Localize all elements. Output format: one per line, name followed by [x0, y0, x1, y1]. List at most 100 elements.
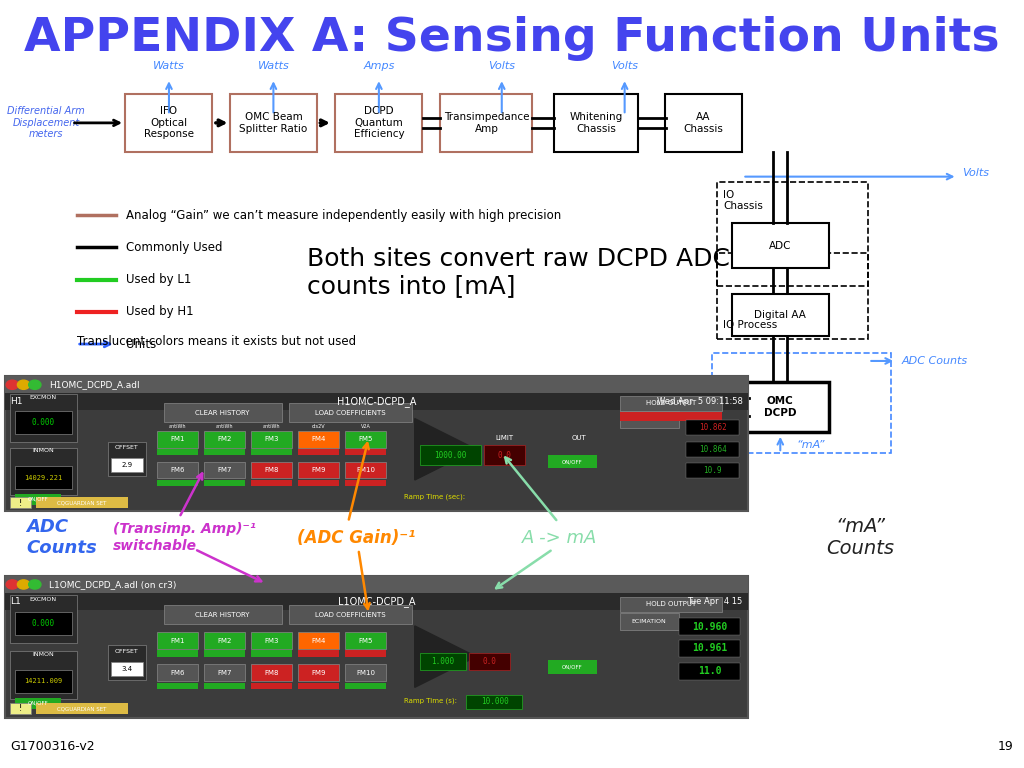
Text: 10.9: 10.9 [703, 466, 722, 475]
Bar [251, 683, 292, 689]
Text: ECIMATION: ECIMATION [632, 619, 667, 624]
Text: “mA”: “mA” [797, 440, 825, 451]
Circle shape [29, 380, 41, 389]
Text: V2A: V2A [360, 424, 371, 429]
Bar [345, 632, 386, 649]
Bar [15, 698, 61, 709]
Bar [666, 94, 741, 152]
Text: FM7: FM7 [217, 670, 231, 676]
Text: Volts: Volts [611, 61, 638, 71]
Text: Wed Apr  5 09:11:58: Wed Apr 5 09:11:58 [656, 397, 742, 406]
Bar [679, 618, 740, 635]
Text: H1OMC_DCPD_A.adl: H1OMC_DCPD_A.adl [49, 380, 140, 389]
Bar [679, 663, 740, 680]
Bar [157, 683, 198, 689]
Text: FM8: FM8 [264, 670, 279, 676]
Bar [420, 653, 466, 670]
Circle shape [29, 580, 41, 589]
Bar [204, 632, 245, 649]
Bar [111, 662, 143, 676]
Text: FM9: FM9 [311, 467, 326, 473]
Text: 14029.221: 14029.221 [24, 475, 62, 481]
Bar [298, 650, 339, 657]
Bar [298, 683, 339, 689]
Bar [484, 445, 525, 465]
Text: Translucent colors means it exists but not used: Translucent colors means it exists but n… [77, 336, 356, 348]
Bar [204, 480, 245, 486]
Text: IO
Chassis: IO Chassis [723, 190, 763, 211]
Bar [620, 613, 679, 630]
Bar [204, 683, 245, 689]
Bar [345, 431, 386, 448]
Text: 10.960: 10.960 [692, 621, 727, 632]
Bar [157, 480, 198, 486]
Bar [298, 431, 339, 448]
Bar [717, 253, 868, 339]
Text: 0.0: 0.0 [498, 451, 512, 460]
Bar [5, 376, 748, 511]
Bar [289, 403, 412, 422]
Text: (Transimp. Amp)⁻¹
switchable: (Transimp. Amp)⁻¹ switchable [113, 522, 256, 553]
Text: Watts: Watts [153, 61, 185, 71]
Text: FM5: FM5 [358, 436, 373, 442]
Bar [345, 650, 386, 657]
Text: 2.9: 2.9 [122, 462, 132, 468]
Bar [10, 703, 31, 714]
Bar [251, 431, 292, 448]
Polygon shape [415, 419, 476, 480]
Text: FM5: FM5 [358, 637, 373, 644]
Circle shape [6, 580, 18, 589]
Text: Used by H1: Used by H1 [126, 306, 194, 318]
Text: L1OMC_DCPD_A.adl (on cr3): L1OMC_DCPD_A.adl (on cr3) [49, 580, 176, 589]
Polygon shape [415, 626, 476, 687]
Bar [15, 494, 61, 505]
Bar [157, 664, 198, 681]
Text: (ADC Gain)⁻¹: (ADC Gain)⁻¹ [297, 528, 416, 547]
Bar [251, 462, 292, 478]
Bar [466, 695, 522, 709]
Bar [204, 462, 245, 478]
Bar [5, 576, 748, 593]
Text: Ramp Time (sec):: Ramp Time (sec): [404, 494, 466, 500]
Bar [548, 660, 597, 674]
Text: ADC: ADC [769, 240, 792, 251]
Bar [298, 462, 339, 478]
Text: FM10: FM10 [356, 670, 375, 676]
Bar [125, 94, 213, 152]
Bar [157, 632, 198, 649]
Text: EXCMON: EXCMON [30, 598, 56, 602]
Bar [731, 223, 829, 268]
Text: HOLD OUTPUT: HOLD OUTPUT [645, 601, 696, 607]
Bar [345, 449, 386, 455]
Bar [15, 612, 72, 635]
Text: OMC Beam
Splitter Ratio: OMC Beam Splitter Ratio [240, 112, 307, 134]
Text: IFO
Optical
Response: IFO Optical Response [144, 106, 194, 140]
Bar [298, 632, 339, 649]
Bar [679, 640, 740, 657]
Text: APPENDIX A: Sensing Function Units: APPENDIX A: Sensing Function Units [25, 16, 999, 61]
Text: Analog “Gain” we can’t measure independently easily with high precision: Analog “Gain” we can’t measure independe… [126, 209, 561, 221]
Text: FM3: FM3 [264, 436, 279, 442]
Text: CQGUARDIAN SET: CQGUARDIAN SET [57, 501, 106, 505]
Circle shape [17, 380, 30, 389]
Bar [620, 597, 722, 612]
Bar [15, 411, 72, 434]
Text: ON/OFF: ON/OFF [28, 701, 48, 706]
Bar [620, 411, 679, 428]
Text: ADC
Counts: ADC Counts [27, 518, 97, 557]
Text: 0.0: 0.0 [482, 657, 497, 666]
Text: DECIMATION: DECIMATION [630, 417, 669, 422]
Text: 19: 19 [998, 740, 1014, 753]
Text: 0.000: 0.000 [32, 418, 54, 427]
Text: Differential Arm
Displacement
meters: Differential Arm Displacement meters [7, 106, 85, 140]
Bar [251, 449, 292, 455]
Bar [10, 497, 31, 508]
Bar [345, 664, 386, 681]
Bar [204, 449, 245, 455]
Text: FM2: FM2 [217, 436, 231, 442]
Text: OUT: OUT [571, 435, 586, 441]
Bar [164, 403, 282, 422]
Text: 1000.00: 1000.00 [434, 451, 467, 460]
Bar [10, 651, 77, 699]
Bar [298, 480, 339, 486]
